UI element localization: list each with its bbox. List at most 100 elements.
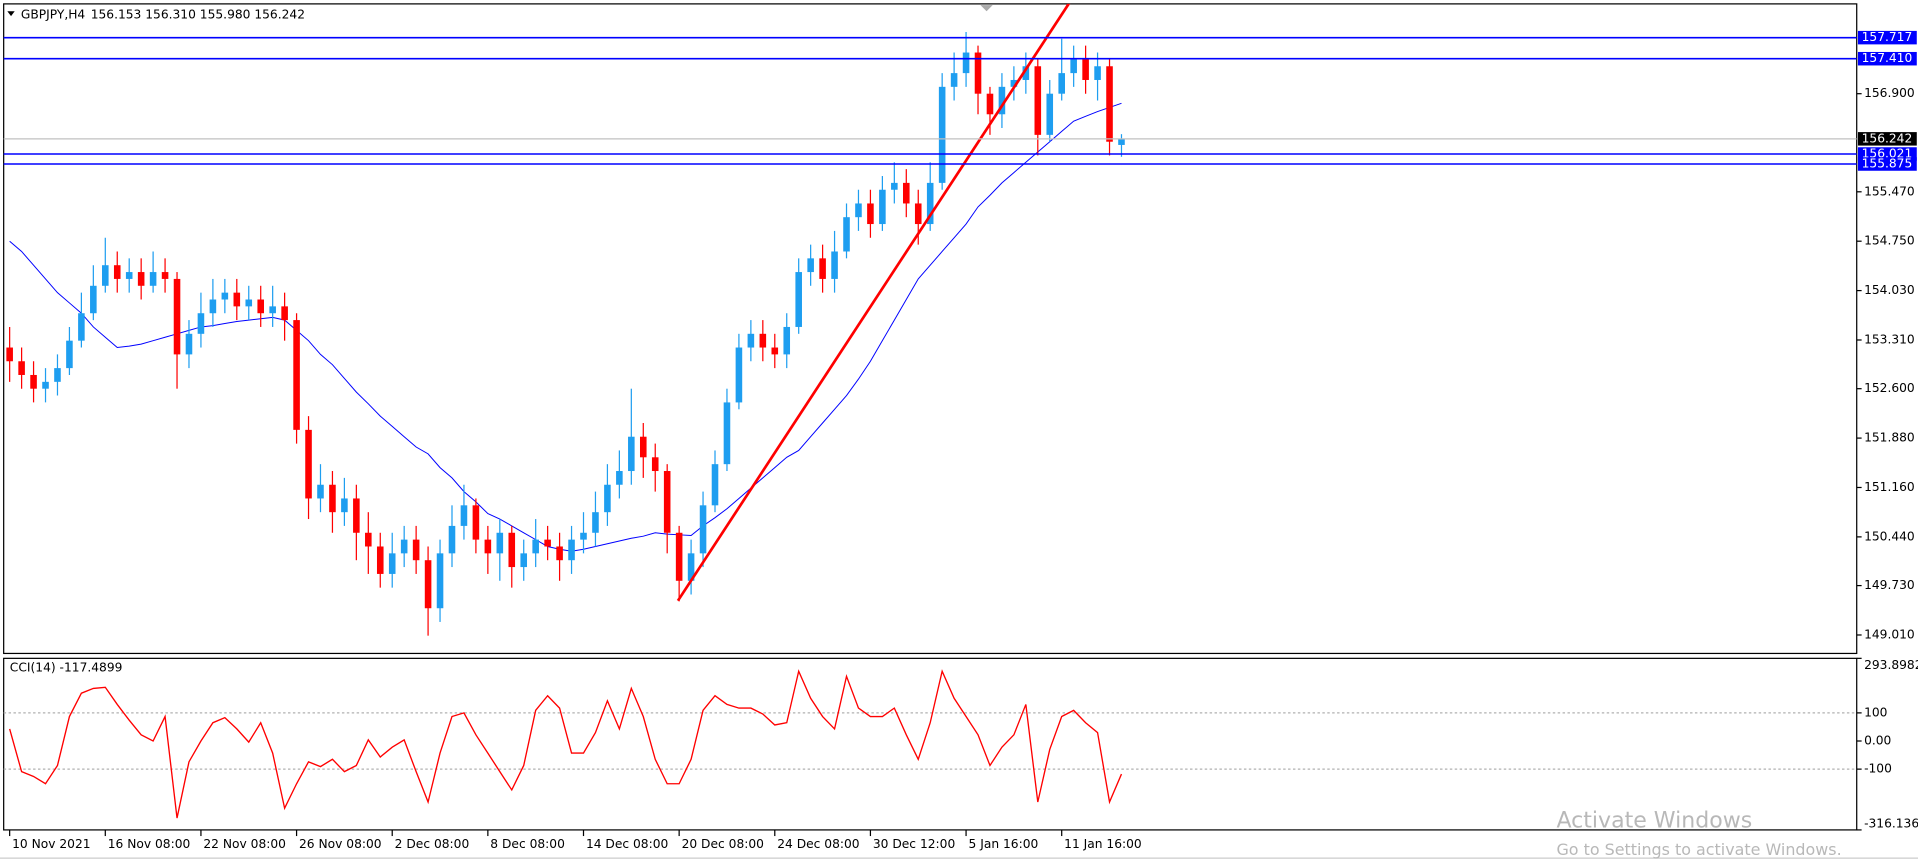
candle-body bbox=[305, 429, 312, 499]
candle-body bbox=[269, 306, 276, 314]
candle-body bbox=[855, 203, 862, 218]
candle-body bbox=[1058, 73, 1065, 94]
price-label: 155.875 bbox=[1862, 157, 1913, 171]
candle-body bbox=[42, 381, 49, 389]
candle-body bbox=[687, 553, 695, 581]
candle-body bbox=[329, 484, 336, 513]
y-tick-label: 156.900 bbox=[1864, 86, 1915, 100]
candle-body bbox=[113, 265, 121, 279]
candle-body bbox=[245, 299, 253, 307]
candle-body bbox=[424, 560, 432, 609]
candle-body bbox=[30, 374, 37, 389]
candle-body bbox=[747, 333, 755, 348]
candle-body bbox=[723, 402, 731, 465]
candle-body bbox=[496, 532, 504, 554]
x-tick-label: 10 Nov 2021 bbox=[12, 837, 90, 851]
x-tick-label: 30 Dec 12:00 bbox=[873, 837, 955, 851]
candle-body bbox=[6, 347, 13, 362]
quote: 156.153 156.310 155.980 156.242 bbox=[91, 7, 305, 21]
moving-average bbox=[9, 102, 1122, 552]
candle-body bbox=[986, 93, 994, 115]
x-tick-label: 24 Dec 08:00 bbox=[777, 837, 859, 851]
candle-body bbox=[1010, 79, 1018, 87]
candle-body bbox=[341, 498, 348, 513]
last-price-box bbox=[1857, 132, 1917, 146]
candle-body bbox=[568, 539, 575, 561]
candle-body bbox=[460, 505, 468, 526]
x-tick-label: 16 Nov 08:00 bbox=[108, 837, 191, 851]
x-tick-label: 2 Dec 08:00 bbox=[395, 837, 470, 851]
price-label: 156.021 bbox=[1862, 146, 1913, 160]
candle-body bbox=[759, 333, 767, 348]
candle-body bbox=[197, 313, 205, 334]
candle-body bbox=[185, 333, 193, 355]
candle-body bbox=[807, 258, 814, 273]
candle-body bbox=[831, 251, 838, 279]
y-tick-label: 150.440 bbox=[1864, 529, 1915, 543]
y-tick-label: 154.750 bbox=[1864, 234, 1915, 248]
candle-body bbox=[221, 292, 229, 300]
candle-body bbox=[472, 505, 480, 540]
y-tick-label: 151.880 bbox=[1864, 431, 1915, 445]
candle-body bbox=[962, 52, 970, 74]
candle-body bbox=[125, 272, 133, 279]
price-label-box bbox=[1857, 51, 1917, 66]
candle-body bbox=[974, 52, 982, 94]
candle-body bbox=[663, 471, 671, 533]
trendline bbox=[676, 3, 1071, 602]
candle-body bbox=[783, 326, 791, 355]
candle-body bbox=[90, 285, 97, 314]
candle-body bbox=[843, 217, 850, 252]
candle-body bbox=[699, 505, 707, 554]
candle-body bbox=[639, 436, 647, 458]
candle-body bbox=[1034, 66, 1042, 135]
symbol-title: GBPJPY,H4 bbox=[21, 7, 86, 21]
candle-body bbox=[448, 525, 456, 554]
candle-body bbox=[711, 464, 719, 506]
candle-body bbox=[257, 299, 264, 314]
candle-body bbox=[1046, 93, 1054, 135]
candle-body bbox=[628, 436, 635, 472]
candle-body bbox=[1118, 138, 1125, 145]
price-label: 157.717 bbox=[1862, 30, 1913, 44]
x-tick-label: 20 Dec 08:00 bbox=[682, 837, 764, 851]
candle-body bbox=[78, 313, 85, 341]
candle-body bbox=[508, 532, 516, 568]
menu-arrow[interactable] bbox=[7, 11, 15, 17]
candle-body bbox=[651, 457, 659, 472]
candle-body bbox=[1106, 66, 1113, 142]
cci-panel bbox=[3, 657, 1858, 831]
shift-marker bbox=[980, 5, 993, 12]
candle-body bbox=[149, 272, 157, 286]
watermark-title: Activate Windows bbox=[1556, 808, 1752, 833]
candle-body bbox=[18, 361, 25, 375]
candle-body bbox=[400, 539, 408, 554]
candle-body bbox=[592, 512, 599, 533]
candle-body bbox=[1094, 66, 1101, 80]
price-label: 157.410 bbox=[1862, 51, 1913, 65]
candle-body bbox=[771, 347, 779, 355]
candle-body bbox=[102, 265, 109, 286]
y-tick-label: 100 bbox=[1864, 705, 1887, 719]
watermark-subtitle: Go to Settings to activate Windows. bbox=[1556, 840, 1841, 859]
candle-body bbox=[233, 292, 241, 307]
y-tick-label: 0.00 bbox=[1864, 734, 1891, 748]
x-tick-label: 5 Jan 16:00 bbox=[969, 837, 1039, 851]
candle-body bbox=[735, 347, 743, 403]
y-tick-label: 149.010 bbox=[1864, 627, 1915, 641]
candle-body bbox=[209, 299, 217, 314]
price-label-box bbox=[1857, 157, 1917, 171]
y-tick-label: 152.600 bbox=[1864, 381, 1915, 395]
candle-body bbox=[604, 484, 611, 513]
candle-body bbox=[1082, 59, 1089, 80]
cci-title: CCI(14) -117.4899 bbox=[10, 661, 123, 675]
candle-body bbox=[365, 532, 372, 547]
last-price-label: 156.242 bbox=[1862, 131, 1913, 145]
main-panel bbox=[3, 3, 1858, 655]
y-tick-label: -316.1363 bbox=[1864, 816, 1918, 830]
x-tick-label: 26 Nov 08:00 bbox=[299, 837, 382, 851]
y-tick-label: 154.030 bbox=[1864, 283, 1915, 297]
candle-body bbox=[412, 539, 420, 561]
candle-body bbox=[484, 539, 492, 554]
